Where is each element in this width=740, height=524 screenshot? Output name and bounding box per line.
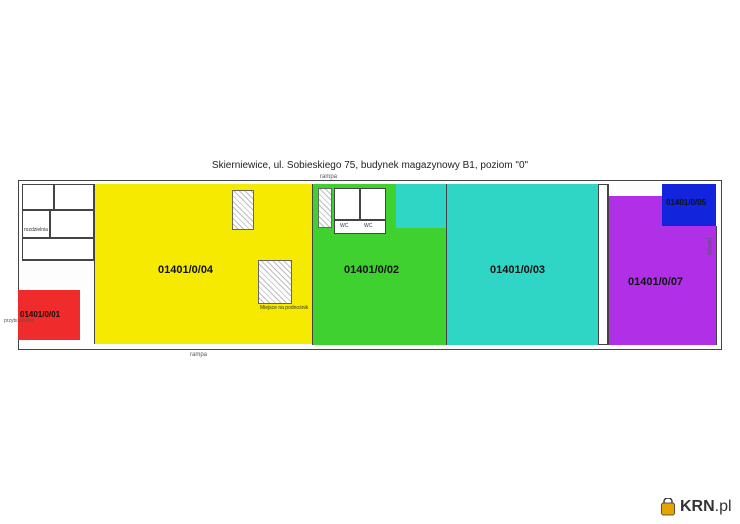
room-2 [54, 184, 94, 210]
plan-title: Skierniewice, ul. Sobieskiego 75, budyne… [0, 160, 740, 171]
edge-label-0: rampa [190, 352, 207, 358]
tiny-text-0: Miejsce na podnośnik [260, 306, 308, 312]
zone-label-z02: 01401/0/02 [344, 264, 399, 276]
zone-label-z03: 01401/0/03 [490, 264, 545, 276]
tiny-text-2: WC [340, 224, 348, 230]
zone-z02b [396, 184, 446, 228]
edge-label-1: rampa [706, 238, 712, 255]
interior-line-1 [312, 184, 313, 345]
zone-label-z07: 01401/0/07 [628, 276, 683, 288]
interior-line-3 [598, 184, 599, 345]
hatch-1 [258, 260, 292, 304]
zone-label-z05: 01401/0/05 [666, 198, 706, 207]
hatch-2 [318, 188, 332, 228]
room-6 [334, 188, 360, 220]
site-logo: KRN.pl [660, 498, 732, 516]
tiny-text-3: rozdzielnia [24, 228, 48, 234]
room-4 [50, 210, 94, 238]
room-7 [360, 188, 386, 220]
interior-line-0 [94, 184, 95, 344]
interior-line-6 [22, 260, 94, 261]
zone-label-z04: 01401/0/04 [158, 264, 213, 276]
interior-line-2 [446, 184, 447, 345]
room-1 [22, 184, 54, 210]
edge-label-2: rampa [320, 174, 337, 180]
room-5 [22, 238, 94, 260]
interior-line-4 [608, 184, 609, 345]
room-9 [598, 184, 608, 345]
logo-text: KRN.pl [680, 498, 732, 516]
hatch-0 [232, 190, 254, 230]
edge-label-3: przybudówka [4, 318, 33, 324]
tiny-text-1: WC [364, 224, 372, 230]
interior-line-5 [716, 226, 717, 345]
room-3 [22, 210, 50, 238]
page: Skierniewice, ul. Sobieskiego 75, budyne… [0, 0, 740, 524]
bag-icon [660, 498, 676, 516]
